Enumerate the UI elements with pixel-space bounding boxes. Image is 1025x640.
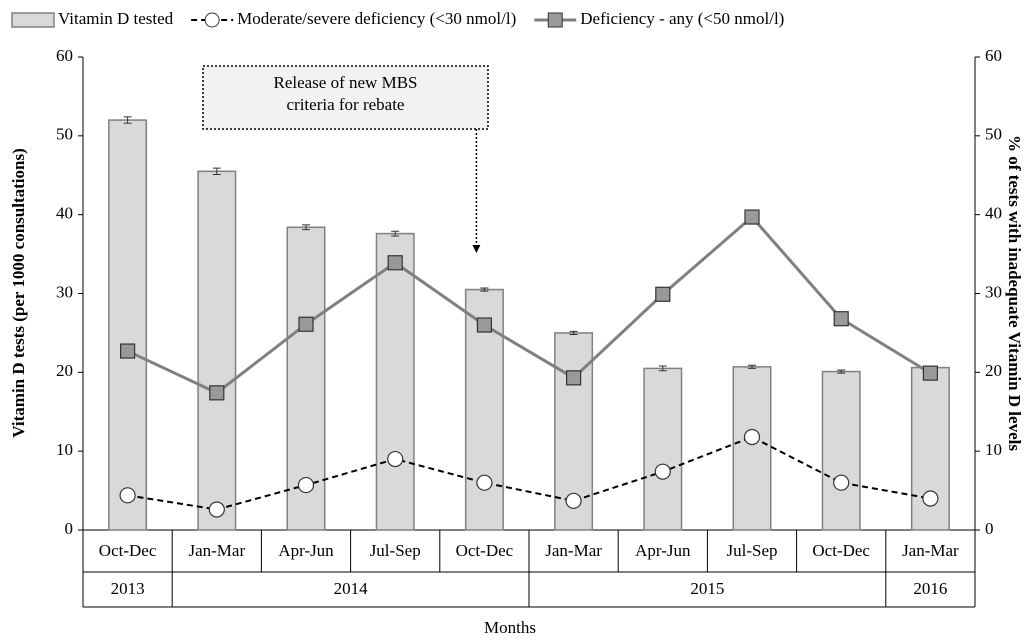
marker (476, 317, 492, 333)
year-label: 2013 (111, 579, 145, 598)
marker (208, 501, 225, 518)
annotation-text: Release of new MBS (273, 73, 417, 92)
marker (297, 476, 315, 494)
y2-tick-label: 60 (985, 46, 1002, 65)
x-tick-label: Jan-Mar (188, 541, 245, 560)
y2-tick-label: 10 (985, 440, 1002, 459)
marker (476, 474, 493, 491)
y-tick-label: 60 (56, 46, 73, 65)
x-tick-label: Jul-Sep (727, 541, 778, 560)
annotation-box (202, 65, 489, 130)
y2-tick-label: 50 (985, 125, 1002, 144)
error-bar (123, 116, 132, 124)
marker (922, 365, 939, 381)
x-tick-label: Jan-Mar (902, 541, 959, 560)
marker (565, 370, 582, 386)
marker (565, 492, 582, 509)
x-tick-label: Oct-Dec (99, 541, 157, 560)
marker (833, 474, 850, 491)
marker (298, 316, 314, 332)
legend-marker (204, 12, 220, 28)
year-label: 2014 (334, 579, 369, 598)
marker (833, 311, 849, 327)
x-tick-label: Apr-Jun (635, 541, 691, 560)
line (126, 214, 932, 395)
marker (743, 428, 761, 446)
marker (654, 463, 671, 480)
annotation-arrowhead (472, 245, 481, 253)
x-tick-label: Oct-Dec (456, 541, 514, 560)
y-tick-label: 50 (56, 125, 73, 144)
legend-marker (547, 12, 563, 28)
marker (387, 450, 404, 468)
x-tick-label: Jul-Sep (370, 541, 421, 560)
y2-tick-label: 20 (985, 361, 1002, 380)
marker (209, 385, 225, 401)
marker (655, 286, 671, 302)
error-bar (391, 230, 400, 237)
error-bar (212, 167, 221, 175)
error-bar (658, 365, 667, 372)
x-tick-label: Apr-Jun (278, 541, 334, 560)
year-label: 2016 (913, 579, 947, 598)
y2-tick-label: 30 (985, 282, 1002, 301)
marker (119, 487, 136, 504)
legend-label: Vitamin D tested (58, 9, 174, 28)
x-axis-label: Months (484, 618, 536, 637)
error-bar (302, 224, 310, 231)
marker (119, 343, 136, 359)
y-tick-label: 40 (56, 204, 73, 223)
legend-label: Moderate/severe deficiency (<30 nmol/l) (237, 9, 516, 28)
annotation-text: criteria for rebate (287, 95, 405, 114)
bar (375, 232, 415, 531)
x-tick-label: Oct-Dec (812, 541, 870, 560)
bar (732, 366, 772, 531)
y-tick-label: 30 (56, 282, 73, 301)
y-tick-label: 0 (65, 519, 74, 538)
error-bar (569, 330, 578, 335)
year-label: 2015 (690, 579, 724, 598)
error-bar (837, 369, 846, 374)
bar (108, 119, 148, 531)
y-tick-label: 10 (56, 440, 73, 459)
y2-tick-label: 40 (985, 204, 1002, 223)
x-tick-label: Jan-Mar (545, 541, 602, 560)
line (127, 435, 931, 511)
y-tick-label: 20 (56, 361, 73, 380)
legend-swatch (11, 12, 55, 28)
marker (387, 255, 403, 271)
legend-label: Deficiency - any (<50 nmol/l) (580, 9, 784, 28)
bar (821, 370, 861, 531)
error-bar (480, 287, 489, 292)
y2-axis-label: % of tests with inadequate Vitamin D lev… (1005, 135, 1024, 451)
error-bar (748, 364, 756, 369)
y-axis-label: Vitamin D tests (per 1000 consultations) (9, 148, 28, 437)
marker (744, 209, 760, 225)
bar (197, 170, 237, 531)
y2-tick-label: 0 (985, 519, 994, 538)
marker (922, 490, 939, 507)
bar (643, 367, 683, 531)
